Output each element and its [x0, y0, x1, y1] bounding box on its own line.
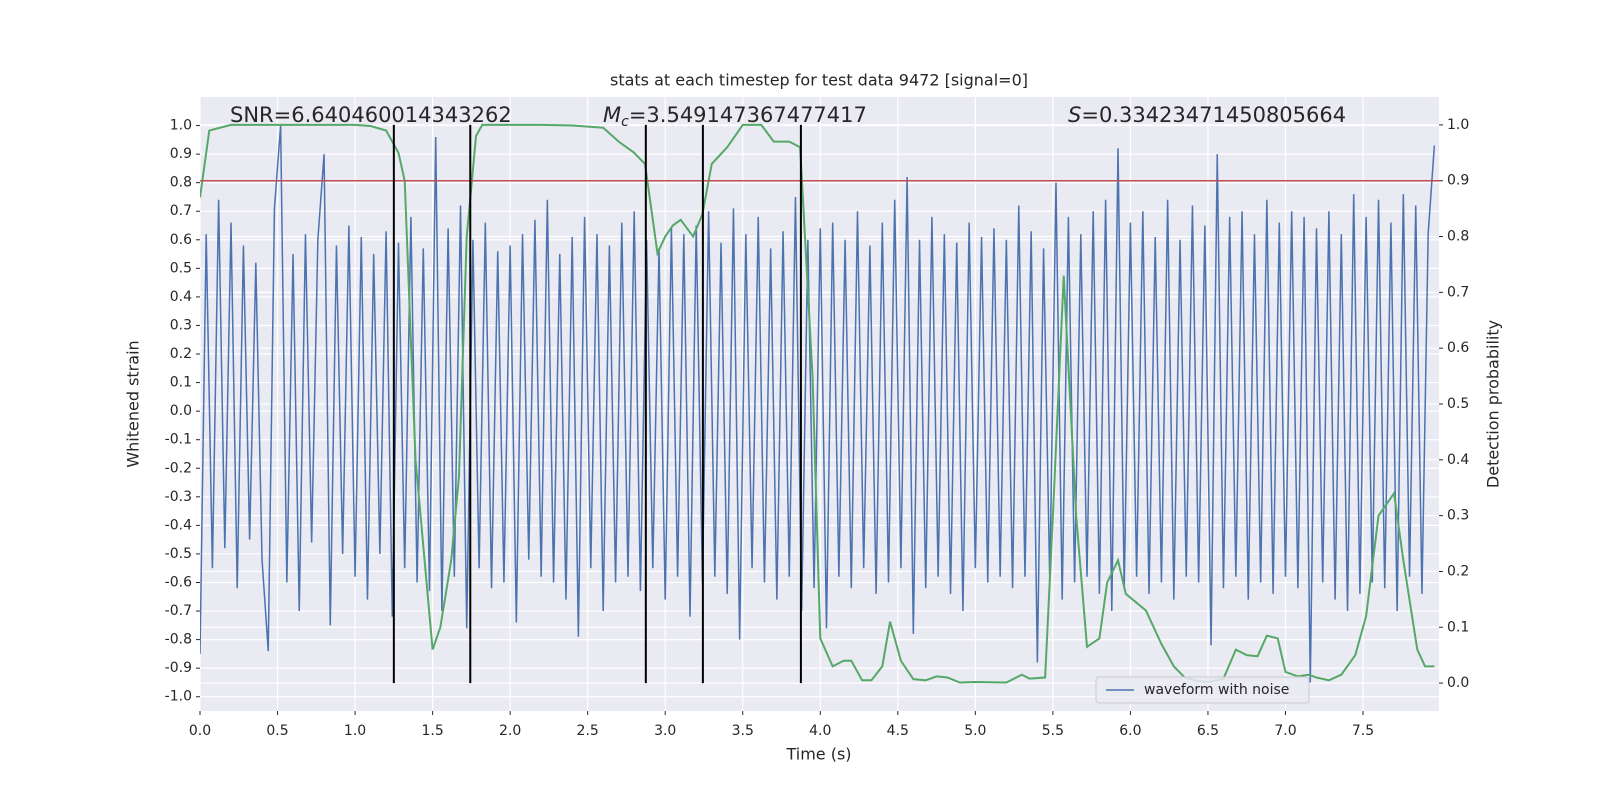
x-tick-label: 7.0 [1274, 723, 1296, 739]
x-tick-label: 3.0 [654, 723, 676, 739]
y2-tick-label: 0.0 [1447, 675, 1469, 691]
x-tick-label: 0.0 [189, 723, 211, 739]
y-tick-label: -0.1 [165, 432, 192, 448]
x-tick-label: 5.5 [1042, 723, 1064, 739]
x-tick-label: 0.5 [266, 723, 288, 739]
y-tick-label: 0.4 [170, 289, 192, 305]
legend-box [1095, 676, 1310, 704]
chart-title: stats at each timestep for test data 947… [610, 71, 1028, 90]
y2-tick-label: 0.9 [1447, 173, 1469, 189]
y-tick-label: 1.0 [170, 118, 192, 134]
y-tick-label: -0.9 [165, 660, 192, 676]
y2-tick-label: 0.2 [1447, 563, 1469, 579]
y2-axis-label: Detection probability [1484, 320, 1503, 488]
y-tick-label: -0.2 [165, 460, 192, 476]
x-tick-label: 5.0 [964, 723, 986, 739]
x-tick-label: 1.0 [344, 723, 366, 739]
y-tick-label: 0.2 [170, 346, 192, 362]
y-tick-label: -0.6 [165, 574, 192, 590]
series-line [200, 123, 1435, 684]
y2-tick-label: 0.6 [1447, 340, 1469, 356]
y-tick-label: 0.6 [170, 232, 192, 248]
series-line [200, 125, 1436, 683]
y-tick-label: -0.5 [165, 546, 192, 562]
x-tick-label: 4.0 [809, 723, 831, 739]
x-tick-label: 1.5 [421, 723, 443, 739]
y-tick-label: -0.8 [165, 632, 192, 648]
y-tick-label: 0.5 [170, 260, 192, 276]
y2-tick-label: 0.5 [1447, 396, 1469, 412]
annotation: Mc=3.549147367477417 [603, 103, 867, 130]
x-axis-label: Time (s) [785, 745, 851, 764]
x-tick-label: 7.5 [1352, 723, 1374, 739]
y-tick-label: 0.8 [170, 175, 192, 191]
y-axis-label: Whitened strain [124, 340, 143, 467]
y2-tick-label: 0.3 [1447, 508, 1469, 524]
y-tick-label: 0.7 [170, 203, 192, 219]
y-tick-label: -0.3 [165, 489, 192, 505]
x-tick-label: 6.5 [1197, 723, 1219, 739]
y2-tick-label: 0.1 [1447, 619, 1469, 635]
annotation: S=0.33423471450805664 [1068, 103, 1346, 127]
annotation: SNR=6.640460014343262 [230, 103, 512, 127]
y-tick-label: 0.0 [170, 403, 192, 419]
x-tick-label: 3.5 [732, 723, 754, 739]
annotation-symbol: M [603, 103, 621, 127]
annotation-subscript: c [621, 114, 629, 130]
x-tick-label: 6.0 [1119, 723, 1141, 739]
y2-tick-label: 1.0 [1447, 117, 1469, 133]
y-tick-label: 0.9 [170, 146, 192, 162]
x-tick-label: 4.5 [887, 723, 909, 739]
annotation-text: SNR=6.640460014343262 [230, 103, 512, 127]
y-tick-label: 0.3 [170, 317, 192, 333]
y2-tick-label: 0.7 [1447, 284, 1469, 300]
annotation-text: =3.549147367477417 [629, 103, 867, 127]
x-tick-label: 2.5 [577, 723, 599, 739]
y-tick-label: -0.4 [165, 517, 192, 533]
y2-tick-label: 0.8 [1447, 229, 1469, 245]
y2-tick-label: 0.4 [1447, 452, 1469, 468]
annotation-symbol: S [1068, 103, 1081, 127]
x-tick-label: 2.0 [499, 723, 521, 739]
y-tick-label: -0.7 [165, 603, 192, 619]
y-tick-label: -1.0 [165, 689, 192, 705]
legend-label: waveform with noise [1144, 682, 1289, 698]
annotation-text: =0.33423471450805664 [1081, 103, 1346, 127]
y-tick-label: 0.1 [170, 375, 192, 391]
